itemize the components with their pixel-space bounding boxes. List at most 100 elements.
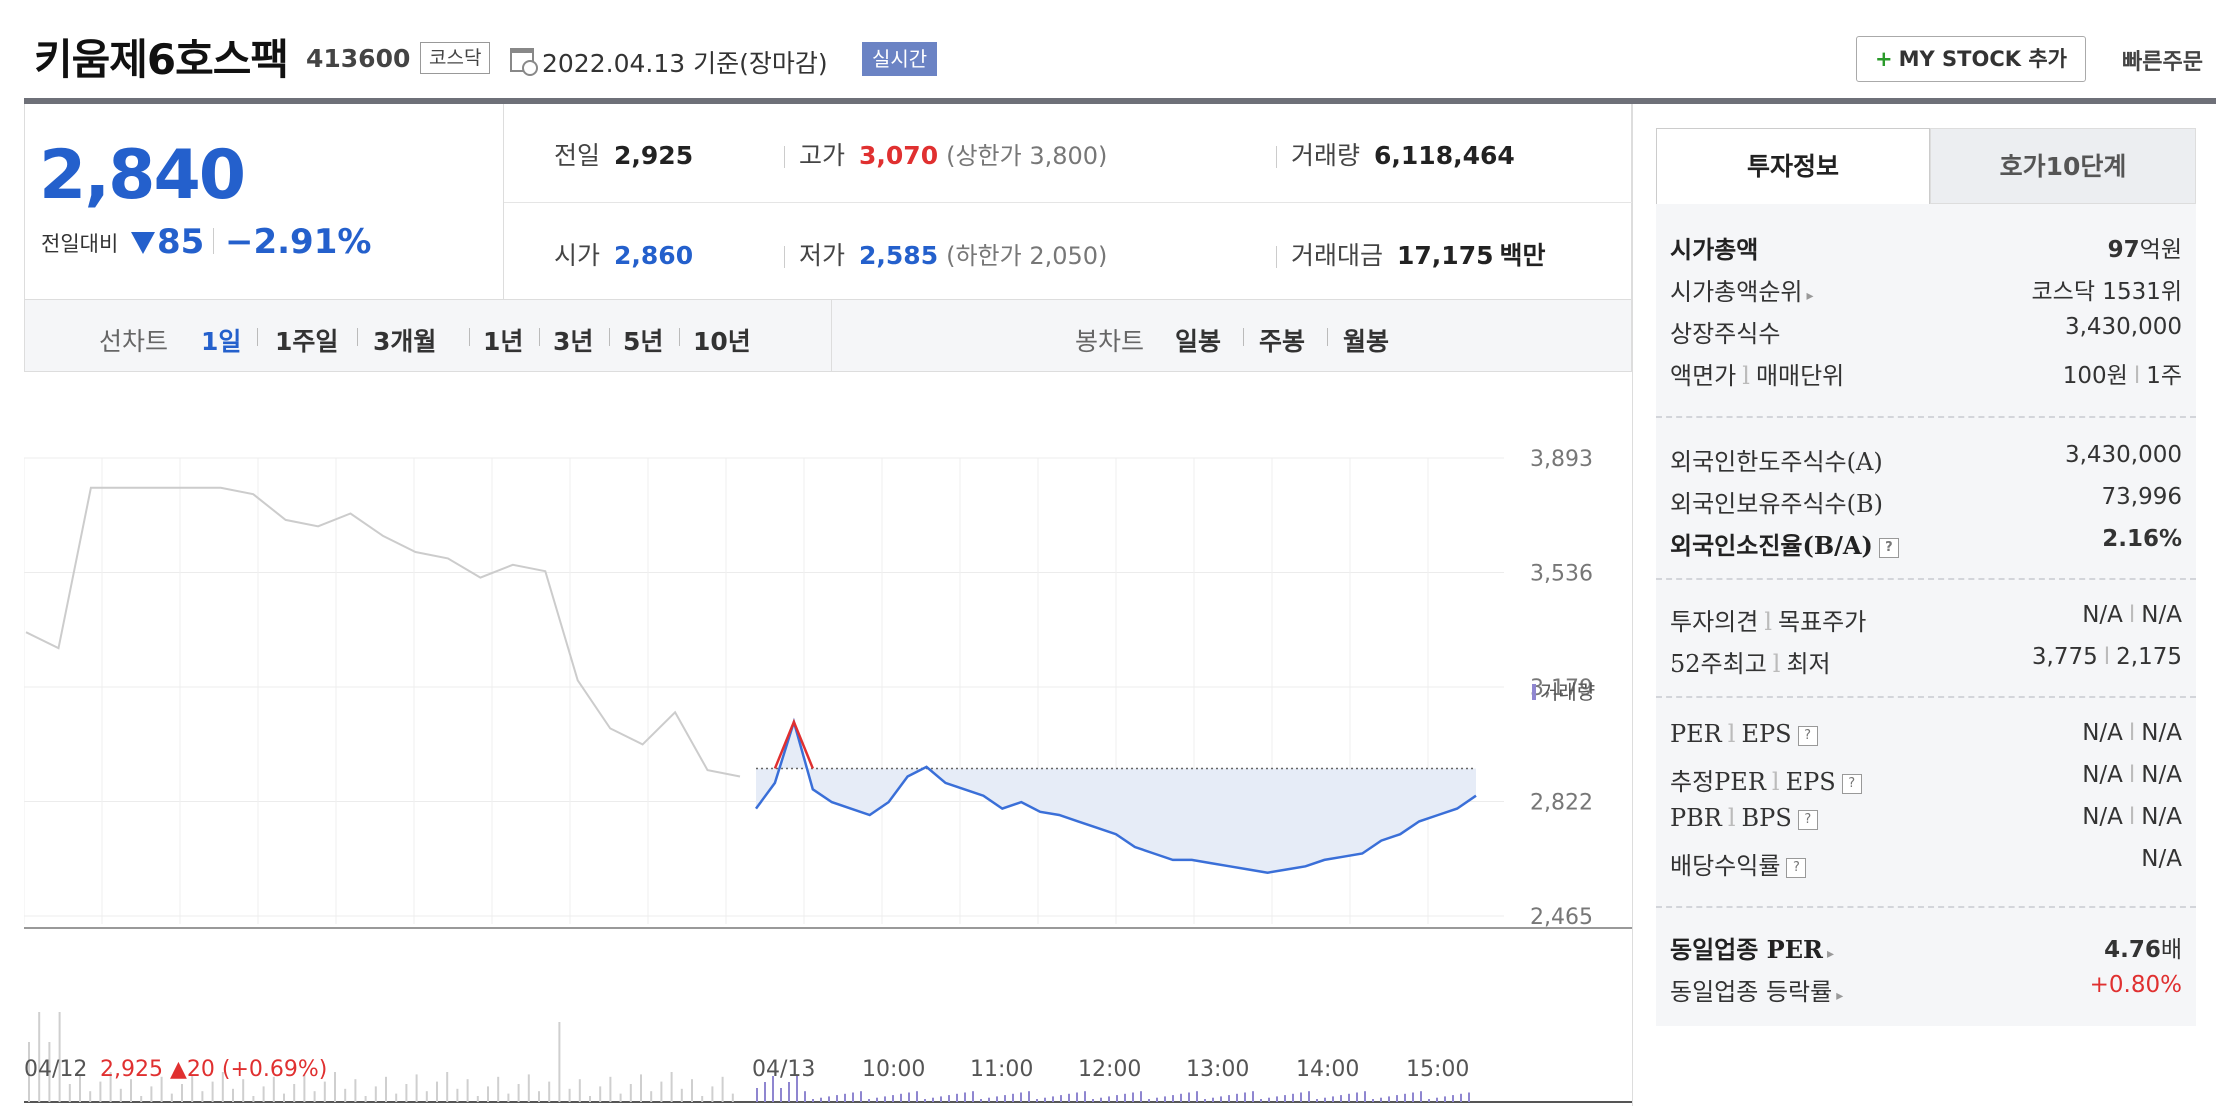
prev-volume-bar [507,1093,510,1102]
my-stock-add-button[interactable]: + MY STOCK 추가 [1856,36,2086,82]
volume-bar [1180,1093,1182,1102]
candle-weekly[interactable]: 주봉 [1259,327,1306,356]
volume-bar [1260,1099,1262,1102]
stock-header: 키움제6호스팩 413600 코스닥 2022.04.13 기준(장마감) 실시… [0,0,2216,98]
est-per-eps-row: 추정PER l EPS? N/A l N/A [1670,758,2182,798]
volume-bar [956,1093,958,1102]
today-area [756,722,1476,873]
volume-bar [1012,1093,1014,1102]
prev-volume-bar [589,1096,591,1102]
price-chart[interactable]: 3,893 3,536 3,179 2,822 2,465 거래량 04/12 04/13 10… [24,372,1632,1106]
prev-volume-bar [201,1091,204,1102]
prev-volume-bar [568,1088,571,1102]
prev-volume-bar [548,1081,551,1102]
tab-investment-info[interactable]: 투자정보 [1656,128,1930,204]
volume-bar [964,1092,966,1102]
volume-bar [1132,1092,1134,1102]
high-price: 고가 3,070 (상한가 3,800) [784,136,1107,172]
prev-volume-bar [150,1086,153,1102]
calendar-clock-icon [510,48,538,76]
down-triangle-icon [131,232,155,254]
prev-day-summary: 2,925 ▲20 (+0.69%) [100,1057,327,1082]
help-icon[interactable]: ? [1797,725,1818,746]
x-tick-label: 04/12 [24,1057,87,1082]
volume-bar [1332,1096,1334,1102]
volume-bar [1308,1091,1310,1102]
open-label: 시가 [554,241,601,270]
prev-volume-bar [405,1084,408,1102]
volume-bar [908,1092,910,1102]
prev-volume-bar [68,1084,71,1102]
high-label: 고가 [799,141,846,170]
cap-rank-row[interactable]: 시가총액순위 ▸ 코스닥 1531위 [1670,268,2182,308]
volume-bar [1348,1093,1350,1102]
volume-bar [1244,1092,1246,1102]
high-value: 3,070 [859,141,939,170]
volume-bar [1228,1095,1230,1102]
period-10y[interactable]: 10년 [693,327,751,356]
y-tick-label: 2,465 [1530,905,1593,930]
prev-volume-bar [385,1076,387,1102]
candle-daily[interactable]: 일봉 [1175,327,1222,356]
sector-per-row[interactable]: 동일업종 PER ▸ 4.76배 [1670,926,2182,966]
price-summary: 2,840 전일대비 85 −2.91% [24,104,504,300]
period-3y[interactable]: 3년 [553,327,594,356]
prev-volume-bar [89,1091,92,1102]
volume-bar [1300,1092,1302,1102]
foreign-hold-value: 73,996 [2101,484,2182,510]
volume-bar [1276,1096,1278,1102]
help-icon[interactable]: ? [1797,809,1818,830]
period-1d[interactable]: 1일 [201,327,242,356]
change-percent: −2.91% [225,222,372,262]
volume-bar [1196,1091,1198,1102]
dividend-value: N/A [2141,846,2182,872]
y-tick-label: 3,179 [1530,676,1593,701]
candle-monthly[interactable]: 월봉 [1343,327,1390,356]
prev-volume-bar [731,1093,734,1102]
prev-volume-bar [415,1074,418,1102]
realtime-button[interactable]: 실시간 [862,42,938,76]
period-1y[interactable]: 1년 [483,327,524,356]
volume-bar [1020,1092,1022,1102]
volume-bar [1092,1099,1094,1102]
volume-bar [1052,1096,1054,1102]
volume-bar [1068,1093,1070,1102]
prev-volume-bar [140,1096,143,1102]
volume-bar [764,1082,766,1102]
today-up-segment [773,718,814,769]
volume-bar [1284,1095,1286,1102]
x-tick-label: 11:00 [970,1057,1033,1082]
help-icon[interactable]: ? [1841,773,1862,794]
cap-rank-label: 시가총액순위 ▸ [1670,278,1814,306]
prev-volume-bar [334,1072,336,1102]
prev-volume-bar [436,1081,438,1102]
volume-bar [1116,1095,1118,1102]
per-eps-row: PER l EPS? N/A l N/A [1670,716,2182,756]
quick-order-button[interactable]: 빠른주문 [2122,50,2203,75]
period-1w[interactable]: 1주일 [275,327,339,356]
volume-bar [948,1095,950,1102]
par-unit-label: 액면가 l 매매단위 [1670,362,1845,390]
prev-volume-bar [629,1084,632,1102]
help-icon[interactable]: ? [1878,537,1899,558]
dividend-row: 배당수익률? N/A [1670,842,2182,882]
tab-orderbook-10[interactable]: 호가10단계 [1930,128,2196,204]
prev-volume-bar [364,1096,367,1102]
sector-rate-row[interactable]: 동일업종 등락률 ▸ +0.80% [1670,968,2182,1008]
period-5y[interactable]: 5년 [623,327,664,356]
help-icon[interactable]: ? [1786,857,1807,878]
market-cap-row: 시가총액 97억원 [1670,226,2182,266]
period-3m[interactable]: 3개월 [373,327,437,356]
prev-volume-bar [680,1088,683,1102]
prev-volume-bar [558,1022,561,1102]
arrow-right-icon: ▸ [1836,988,1844,1004]
info-body: 시가총액 97억원 시가총액순위 ▸ 코스닥 1531위 상장주식수 3,430,… [1656,204,2196,1026]
volume-bar [1452,1095,1454,1102]
cap-rank-value: 코스닥 1531위 [2031,279,2182,305]
volume-bar [900,1093,902,1102]
sector-rate-value: +0.80% [2089,972,2182,998]
prev-volume-bar [527,1074,530,1102]
volume-bar [1212,1097,1214,1102]
trade-amount: 거래대금 17,175 백만 [1276,236,1546,272]
prev-volume-bar [517,1084,520,1102]
